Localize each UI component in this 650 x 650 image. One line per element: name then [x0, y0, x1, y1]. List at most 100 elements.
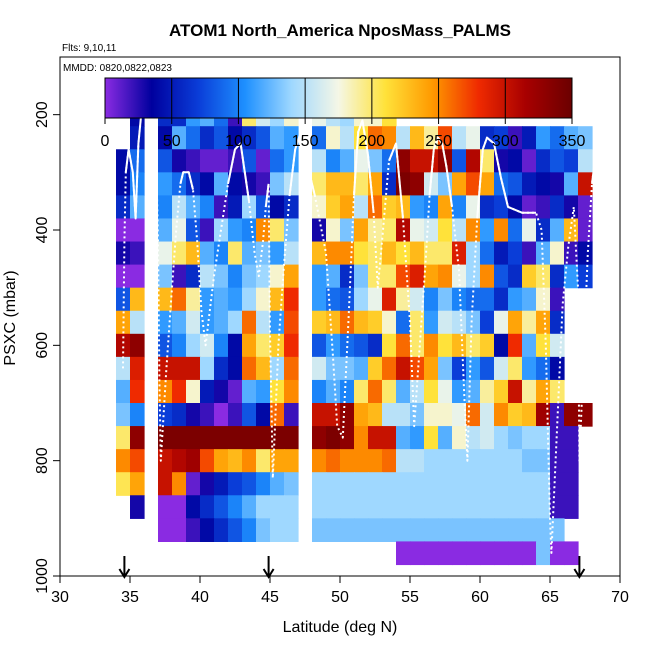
heatmap-cell [480, 541, 495, 566]
heatmap-cell [522, 495, 537, 519]
heatmap-cell [228, 287, 243, 312]
heatmap-cell [340, 403, 355, 427]
heatmap-cell [158, 149, 173, 173]
heatmap-cell [382, 356, 397, 381]
heatmap-cell [284, 403, 299, 427]
heatmap-cell [186, 218, 201, 243]
heatmap-cell [536, 195, 551, 220]
heatmap-cell [214, 379, 229, 404]
heatmap-cell [368, 518, 383, 542]
heatmap-cell [158, 218, 173, 243]
heatmap-cell [494, 518, 509, 542]
heatmap-cell [452, 241, 467, 266]
heatmap-cell [466, 126, 481, 150]
heatmap-cell [284, 241, 299, 266]
heatmap-cell [214, 495, 229, 519]
heatmap-cell [550, 356, 565, 381]
heatmap-cell [256, 518, 271, 542]
heatmap-cell [312, 333, 327, 358]
heatmap-cell [508, 264, 523, 289]
heatmap-cell [214, 449, 229, 473]
heatmap-cell [494, 403, 509, 427]
heatmap-cell [522, 356, 537, 381]
heatmap-cell [452, 172, 467, 196]
heatmap-cell [578, 126, 593, 150]
heatmap-cell [200, 426, 215, 450]
heatmap-cell [130, 310, 145, 335]
heatmap-cell [158, 472, 173, 496]
heatmap-cell [522, 333, 537, 358]
heatmap-cell [438, 218, 453, 243]
heatmap-cell [214, 264, 229, 289]
heatmap-cell [116, 449, 131, 473]
arrow-head [262, 568, 275, 579]
heatmap-cell [326, 403, 341, 427]
heatmap-cell [214, 287, 229, 312]
heatmap-cell [214, 241, 229, 266]
heatmap-cell [522, 379, 537, 404]
heatmap-cell [550, 195, 565, 220]
heatmap-cell [452, 541, 467, 566]
heatmap-cell [382, 449, 397, 473]
heatmap-cell [270, 310, 285, 335]
heatmap-cell [550, 518, 565, 542]
heatmap-cell [452, 518, 467, 542]
heatmap-cell [438, 426, 453, 450]
heatmap-cell [424, 541, 439, 566]
colorbar-tick-label: 150 [292, 133, 319, 150]
heatmap-cells [116, 103, 593, 566]
heatmap-cell [494, 172, 509, 196]
x-tick-label: 70 [611, 589, 629, 606]
flight-track-level [591, 119, 620, 185]
heatmap-cell [564, 403, 579, 427]
heatmap-cell [410, 495, 425, 519]
heatmap-cell [270, 172, 285, 196]
heatmap-cell [466, 449, 481, 473]
x-axis: 30 35 40 45 50 55 60 65 70 [51, 576, 629, 606]
heatmap-cell [326, 264, 341, 289]
heatmap-cell [536, 310, 551, 335]
heatmap-cell [284, 356, 299, 381]
flight-track-profile [122, 107, 620, 554]
heatmap-cell [130, 241, 145, 266]
y-tick-label: 800 [34, 447, 51, 474]
heatmap-cell [508, 172, 523, 196]
heatmap-cell [326, 518, 341, 542]
x-tick-label: 30 [51, 589, 69, 606]
y-axis-title: PSXC (mbar) [2, 270, 19, 365]
heatmap-cell [438, 449, 453, 473]
heatmap-cell [116, 172, 131, 196]
heatmap-cell [564, 541, 579, 566]
heatmap-cell [186, 195, 201, 220]
heatmap-cell [480, 149, 495, 173]
heatmap-cell [284, 472, 299, 496]
heatmap-cell [578, 149, 593, 173]
heatmap-cell [270, 518, 285, 542]
heatmap-cell [200, 241, 215, 266]
heatmap-cell [312, 241, 327, 266]
colorbar-tick-label: 200 [359, 133, 386, 150]
heatmap-cell [452, 126, 467, 150]
heatmap-cell [550, 449, 565, 473]
heatmap-cell [550, 333, 565, 358]
heatmap-cell [340, 356, 355, 381]
heatmap-cell [564, 264, 579, 289]
heatmap-cell [312, 149, 327, 173]
heatmap-cell [326, 333, 341, 358]
heatmap-cell [326, 449, 341, 473]
heatmap-cell [312, 518, 327, 542]
heatmap-cell [522, 541, 537, 566]
heatmap-cell [410, 172, 425, 196]
heatmap-cell [508, 333, 523, 358]
heatmap-cell [186, 379, 201, 404]
heatmap-cell [382, 264, 397, 289]
heatmap-cell [200, 126, 215, 150]
heatmap-cell [508, 149, 523, 173]
heatmap-cell [200, 356, 215, 381]
heatmap-cell [228, 218, 243, 243]
y-tick-label: 1000 [34, 558, 51, 594]
colorbar-tick-label: 300 [492, 133, 519, 150]
heatmap-cell [354, 172, 369, 196]
heatmap-cell [256, 403, 271, 427]
heatmap-cell [564, 495, 579, 519]
